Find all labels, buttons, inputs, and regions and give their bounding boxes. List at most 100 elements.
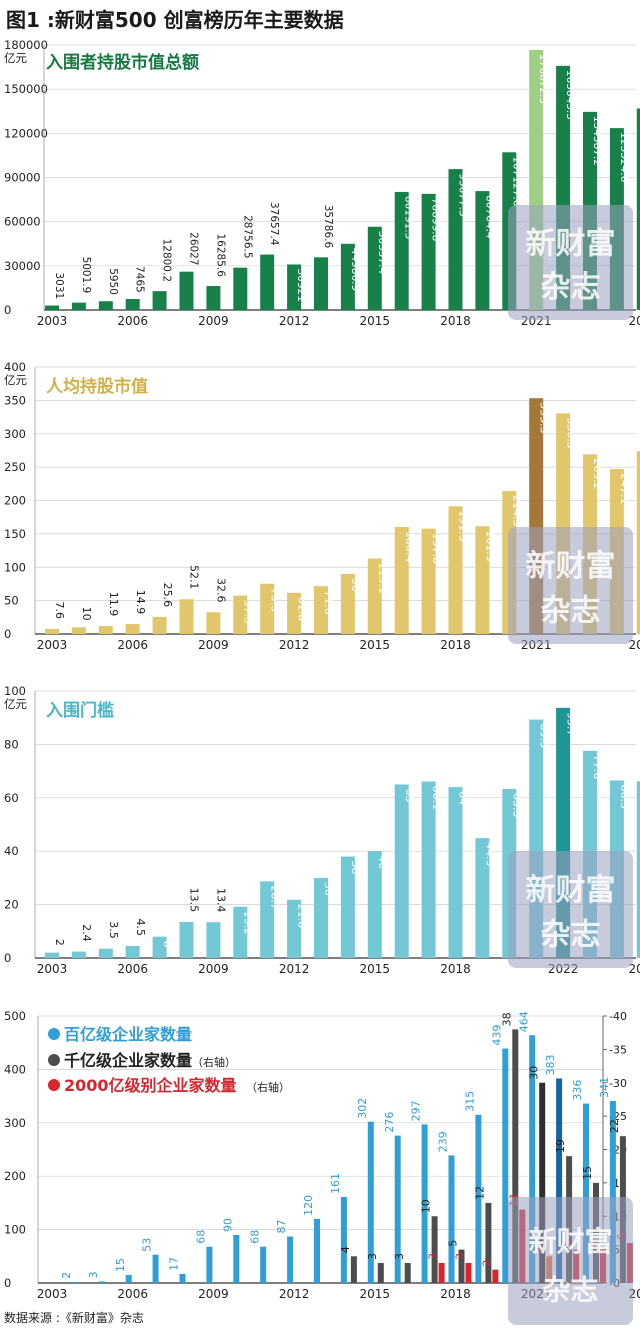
watermark-line-2: 杂志	[542, 1273, 598, 1306]
data-label: 315	[463, 1091, 476, 1112]
y-tick-label-left: 200	[4, 1169, 26, 1183]
data-label: 107127.6	[510, 156, 522, 206]
data-label: 330.5	[564, 417, 577, 449]
data-label: 52.1	[188, 565, 201, 590]
bar	[340, 1197, 347, 1283]
data-label: 157.8	[430, 533, 443, 565]
data-label: 13.5	[188, 888, 201, 913]
data-label: 77.6	[591, 755, 604, 780]
bar	[636, 108, 640, 310]
bar	[458, 1249, 465, 1283]
data-label: 11.9	[107, 592, 120, 617]
legend-suffix: （右轴）	[192, 1055, 236, 1069]
bar	[179, 271, 194, 310]
data-label: 302	[356, 1098, 369, 1119]
data-label: 87	[275, 1220, 288, 1234]
y-tick-label: 150000	[4, 82, 48, 96]
bar	[367, 226, 382, 310]
x-tick-label: 2012	[279, 638, 310, 652]
data-label: 8	[161, 941, 174, 948]
x-tick-label: 2006	[117, 638, 148, 652]
data-label: 439	[490, 1025, 503, 1046]
data-label: 161.5	[484, 530, 497, 562]
bar	[314, 1218, 320, 1283]
data-label: 90	[349, 578, 362, 592]
bar	[260, 583, 275, 634]
y-tick-label: 0	[4, 627, 11, 641]
data-label: 71.6	[322, 590, 335, 615]
x-tick-label: 2018	[440, 638, 471, 652]
y-tick-label: 20	[4, 898, 19, 912]
bar	[125, 299, 140, 310]
data-label: 5	[447, 1240, 460, 1247]
y-tick-label-right: -30	[609, 1077, 627, 1090]
watermark-box	[508, 1197, 633, 1325]
data-label: 12800.2	[161, 239, 173, 282]
y-tick-label: 40	[4, 844, 19, 858]
bar	[314, 586, 328, 634]
data-label: 30	[322, 882, 335, 896]
y-tick-label-left: 300	[4, 1116, 26, 1130]
data-label: 22	[608, 1119, 621, 1133]
y-tick-label-right: -40	[609, 1010, 627, 1023]
data-label: 15	[581, 1166, 594, 1180]
legend-label: 千亿级企业家数量	[64, 1051, 192, 1070]
x-tick-label: 2003	[37, 962, 68, 976]
bar	[485, 1202, 492, 1283]
data-label: 68	[194, 1230, 207, 1244]
data-label: 19	[554, 1139, 567, 1153]
bar	[529, 1035, 536, 1283]
data-label: 7.6	[53, 601, 66, 619]
data-label: 38	[500, 1012, 513, 1026]
bar	[125, 1274, 132, 1283]
y-tick-label: 60	[4, 791, 19, 805]
data-label: 63.3	[510, 793, 523, 818]
bar	[71, 627, 86, 634]
x-tick-label: 2018	[440, 962, 471, 976]
data-label: 66.5	[618, 784, 631, 809]
data-label: 80764.4	[483, 195, 495, 239]
data-label: 40	[376, 855, 389, 869]
data-label: 2	[60, 1272, 73, 1279]
bar	[125, 624, 140, 634]
bar	[314, 257, 328, 310]
data-label: 269.2	[591, 458, 604, 490]
bar	[98, 301, 113, 310]
x-tick-label: 2012	[279, 1287, 310, 1301]
bar	[45, 628, 59, 634]
x-tick-label: 2006	[117, 962, 148, 976]
y-tick-label: 400	[4, 360, 26, 374]
watermark-line-2: 杂志	[541, 270, 601, 305]
y-tick-label-left: 100	[4, 1223, 26, 1237]
legend-suffix: （右轴）	[246, 1080, 290, 1094]
data-label: 176672.5	[537, 54, 549, 104]
legend-item-1: 百亿级企业家数量	[48, 1025, 192, 1044]
data-label: 161	[329, 1173, 342, 1194]
data-label: 3031	[53, 272, 65, 299]
data-source-note: 数据来源 :《新财富》杂志	[4, 1311, 144, 1325]
bar	[152, 291, 167, 310]
x-tick-label: 2025	[629, 1287, 640, 1301]
data-label: 165845.5	[564, 70, 576, 120]
bar	[636, 781, 640, 958]
data-label: 247.1	[618, 473, 631, 505]
bar	[583, 1103, 589, 1283]
y-tick-label: 350	[4, 393, 26, 407]
bar	[438, 1262, 445, 1283]
data-label: 28756.5	[241, 215, 253, 258]
y-tick-label: 120000	[4, 126, 48, 140]
data-label: 37657.4	[268, 202, 280, 246]
bar	[539, 1082, 546, 1283]
bar	[448, 1155, 455, 1283]
y-unit-label: 亿元	[4, 51, 27, 65]
chart-title: 人均持股市值	[46, 376, 148, 397]
data-label: 5001.9	[80, 257, 92, 294]
figure-title: 图1 :新财富500 创富榜历年主要数据	[6, 8, 344, 32]
data-label: 134587.2	[591, 116, 603, 166]
bar	[260, 254, 275, 310]
data-label: 28.7	[268, 885, 281, 910]
y-tick-label: 100	[4, 560, 26, 574]
x-tick-label: 2025	[629, 314, 640, 328]
